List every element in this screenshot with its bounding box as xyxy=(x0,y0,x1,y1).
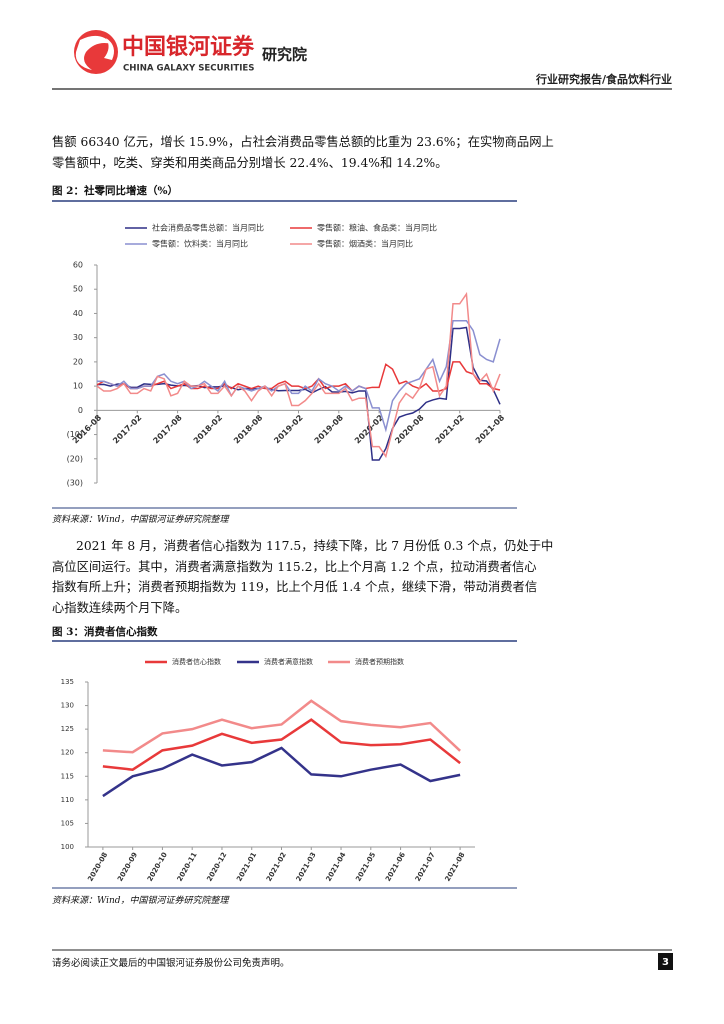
y-tick-label: 0 xyxy=(78,406,83,415)
footer-disclaimer: 请务必阅读正文最后的中国银河证券股份公司免责声明。 xyxy=(52,958,290,969)
x-tick-label: 2021-04 xyxy=(325,851,348,883)
figure-source: 资料来源：Wind，中国银河证券研究院整理 xyxy=(52,515,229,525)
y-tick-label: 100 xyxy=(61,843,74,851)
y-tick-label: 125 xyxy=(61,725,74,733)
chart: 100 105 110 115 120 125 130 135 2020-08 2020-09 20… xyxy=(61,657,475,883)
x-tick-label: 2018-08 xyxy=(232,413,265,446)
x-tick-label: 2021-02 xyxy=(434,413,466,445)
legend-label: 零售额：烟酒类：当月同比 xyxy=(317,239,413,249)
report-type: 行业研究报告/食品饮料行业 xyxy=(535,72,672,86)
figure-source: 资料来源：Wind，中国银河证券研究院整理 xyxy=(52,896,229,906)
x-tick-label: 2021-06 xyxy=(384,851,407,883)
x-tick-label: 2021-08 xyxy=(474,413,507,446)
y-tick-label: (30) xyxy=(67,479,83,488)
legend-label: 零售额：粮油、食品类：当月同比 xyxy=(317,223,437,233)
logo-en: CHINA GALAXY SECURITIES xyxy=(123,64,254,74)
institute: 研究院 xyxy=(262,46,307,64)
logo-cn: 中国银河证券 xyxy=(122,34,255,60)
series-line xyxy=(96,361,501,392)
legend-label: 零售额：饮料类：当月同比 xyxy=(152,239,248,249)
x-tick-label: 2020-12 xyxy=(205,851,228,883)
page-number: 3 xyxy=(662,957,669,968)
x-tick-label: 2019-02 xyxy=(272,413,304,445)
series-line xyxy=(97,319,501,433)
series-line xyxy=(102,699,461,754)
x-tick-label: 2021-03 xyxy=(295,851,318,883)
x-tick-label: 2020-09 xyxy=(116,851,139,883)
page-box xyxy=(658,953,673,970)
x-tick-label: 2021-08 xyxy=(444,851,467,883)
y-tick-label: 30 xyxy=(73,333,83,342)
x-tick-label: 2017-08 xyxy=(151,413,184,446)
y-tick-label: (10) xyxy=(67,430,83,439)
text-line: 指数有所上升；消费者预期指数为 119，比上个月低 1.4 个点，继续下滑，带动… xyxy=(52,580,538,594)
x-tick-label: 2019-08 xyxy=(313,413,346,446)
legend-label: 消费者信心指数 xyxy=(172,657,221,666)
text-line: 心指数连续两个月下降。 xyxy=(52,600,188,615)
x-tick-label: 2021-05 xyxy=(354,851,377,883)
series-line xyxy=(102,746,461,798)
y-tick-label: 40 xyxy=(73,309,83,318)
y-tick-label: (20) xyxy=(67,454,83,463)
series-line xyxy=(96,291,501,459)
legend-label: 社会消费品零售总额：当月同比 xyxy=(152,223,264,233)
text-line: 零售额中，吃类、穿类和用类商品分别增长 22.4%、19.4%和 14.2%。 xyxy=(52,155,448,170)
legend-label: 消费者预期指数 xyxy=(355,657,404,666)
x-tick-label: 2020-10 xyxy=(146,851,169,883)
x-tick-label: 2020-08 xyxy=(86,851,109,883)
x-tick-label: 2021-07 xyxy=(414,851,437,883)
x-tick-label: 2018-02 xyxy=(192,413,224,445)
legend-label: 消费者满意指数 xyxy=(264,657,313,666)
y-tick-label: 60 xyxy=(73,261,83,270)
y-tick-label: 130 xyxy=(61,702,74,710)
logo-icon xyxy=(74,30,118,74)
figure-title: 图 3：消费者信心指数 xyxy=(52,626,158,638)
series-line xyxy=(96,326,501,461)
x-tick-label: 2017-02 xyxy=(111,413,143,445)
y-tick-label: 10 xyxy=(73,382,83,391)
x-tick-label: 2021-02 xyxy=(265,851,288,883)
y-tick-label: 20 xyxy=(73,357,83,366)
y-tick-label: 135 xyxy=(61,678,74,686)
figure-title: 图 2：社零同比增速（%） xyxy=(52,185,178,197)
series-line xyxy=(102,718,461,771)
x-tick-label: 2020-11 xyxy=(176,851,199,883)
text-line: 售额 66340 亿元，增长 15.9%，占社会消费品零售总额的比重为 23.6… xyxy=(52,135,554,149)
paragraph: 售额 66340 亿元，增长 15.9%，占社会消费品零售总额的比重为 23.6… xyxy=(52,132,554,173)
text-line: 高位区间运行。其中，消费者满意指数为 115.2，比上个月高 1.2 个点，拉动… xyxy=(52,559,537,574)
text-line: 2021 年 8 月，消费者信心指数为 117.5，持续下降，比 7 月份低 0… xyxy=(76,539,554,553)
paragraph: 2021 年 8 月，消费者信心指数为 117.5，持续下降，比 7 月份低 0… xyxy=(52,536,554,618)
y-tick-label: 105 xyxy=(61,819,74,827)
y-tick-label: 120 xyxy=(61,749,74,757)
y-tick-label: 115 xyxy=(61,772,74,780)
y-tick-label: 110 xyxy=(61,796,74,804)
y-tick-label: 50 xyxy=(73,285,83,294)
x-tick-label: 2021-01 xyxy=(235,851,258,883)
